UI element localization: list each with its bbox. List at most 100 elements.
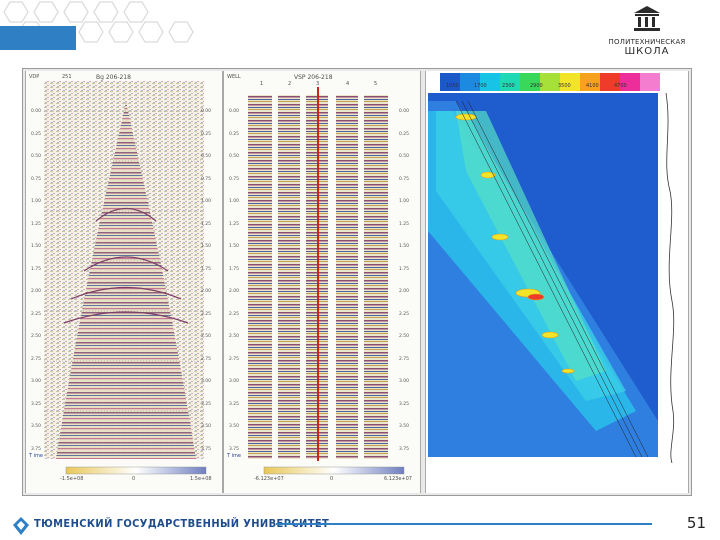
scale-value-1: 1050 bbox=[446, 83, 459, 89]
left-depth-tick: 2.50 bbox=[201, 334, 212, 339]
left-depth-tick: 1.50 bbox=[201, 244, 212, 249]
middle-depth-tick: 2.25 bbox=[229, 311, 240, 317]
scale-value-3: 2300 bbox=[502, 83, 515, 89]
left-label-top-val: 251 bbox=[62, 74, 72, 80]
middle-depth-tick: 2.00 bbox=[229, 289, 240, 294]
header-hex-pattern bbox=[3, 1, 194, 43]
middle-depth-tick: 0.25 bbox=[229, 131, 240, 137]
left-depth-tick: 3.75 bbox=[201, 446, 212, 452]
trace-number-2: 2 bbox=[288, 81, 292, 87]
middle-depth-tick: 3.00 bbox=[399, 379, 410, 384]
middle-depth-tick: 3.50 bbox=[399, 424, 410, 429]
left-depth-tick: 1.00 bbox=[201, 199, 212, 204]
left-time-label: T ime bbox=[29, 453, 43, 459]
scale-value-6: 4100 bbox=[586, 83, 599, 89]
middle-depth-tick: 1.75 bbox=[399, 266, 410, 272]
middle-depth-tick: 3.75 bbox=[229, 446, 240, 452]
middle-scale-min: -6.123e+07 bbox=[254, 476, 284, 482]
trace-number-3: 3 bbox=[316, 81, 320, 87]
left-label-top: VDP bbox=[29, 74, 40, 80]
middle-depth-tick: 3.25 bbox=[399, 401, 410, 407]
middle-seismic-panel: WELL VSP 206-218 1 2 3 4 5 bbox=[223, 71, 421, 493]
middle-depth-tick: 3.25 bbox=[229, 401, 240, 407]
university-name: ТЮМЕНСКИЙ ГОСУДАРСТВЕННЫЙ УНИВЕРСИТЕТ bbox=[34, 517, 330, 530]
left-depth-tick: 0.25 bbox=[31, 131, 42, 137]
left-depth-tick: 1.75 bbox=[201, 266, 212, 272]
left-panel-title: Bg 206-218 bbox=[96, 74, 131, 81]
middle-depth-tick: 3.00 bbox=[229, 379, 240, 384]
left-depth-tick: 0.75 bbox=[31, 176, 42, 182]
middle-panel-title: VSP 206-218 bbox=[294, 74, 333, 81]
velocity-map bbox=[428, 73, 675, 464]
left-depth-tick: 0.50 bbox=[31, 154, 42, 159]
university-logo-icon bbox=[13, 517, 29, 535]
left-depth-tick: 2.75 bbox=[201, 356, 212, 362]
left-depth-tick: 2.25 bbox=[201, 311, 212, 317]
left-depth-tick: 2.00 bbox=[201, 289, 212, 294]
left-depth-tick: 2.50 bbox=[31, 334, 42, 339]
right-velocity-panel: 1050 1700 2300 2900 3500 4100 4700 bbox=[425, 71, 689, 493]
school-line1: ПОЛИТЕХНИЧЕСКАЯ bbox=[608, 38, 686, 46]
middle-time-label: T ime bbox=[227, 453, 241, 459]
middle-depth-tick: 2.75 bbox=[399, 356, 410, 362]
middle-depth-tick: 1.00 bbox=[399, 199, 410, 204]
building-icon bbox=[634, 6, 660, 31]
middle-depth-tick: 0.25 bbox=[399, 131, 410, 137]
left-depth-tick: 1.50 bbox=[31, 244, 42, 249]
scale-value-7: 4700 bbox=[614, 83, 627, 89]
left-scale-max: 1.5e+08 bbox=[190, 476, 212, 482]
left-depth-tick: 3.25 bbox=[201, 401, 212, 407]
middle-depth-tick: 1.25 bbox=[399, 221, 410, 227]
left-depth-tick: 3.75 bbox=[31, 446, 42, 452]
left-seismic-display bbox=[44, 81, 207, 475]
left-depth-tick: 0.75 bbox=[201, 176, 212, 182]
middle-depth-tick: 0.00 bbox=[229, 109, 240, 114]
left-scale-min: -1.5e+08 bbox=[60, 476, 84, 482]
middle-depth-tick: 0.75 bbox=[229, 176, 240, 182]
scale-value-2: 1700 bbox=[474, 83, 487, 89]
middle-depth-tick: 1.00 bbox=[229, 199, 240, 204]
school-line2: ШКОЛА bbox=[624, 46, 670, 57]
middle-depth-tick: 3.75 bbox=[399, 446, 410, 452]
left-depth-tick: 1.00 bbox=[31, 199, 42, 204]
left-scale-mid: 0 bbox=[132, 476, 136, 482]
middle-depth-tick: 2.50 bbox=[399, 334, 410, 339]
left-depth-tick: 3.00 bbox=[31, 379, 42, 384]
middle-depth-tick: 2.75 bbox=[229, 356, 240, 362]
middle-depth-tick: 2.25 bbox=[399, 311, 410, 317]
left-depth-tick: 0.50 bbox=[201, 154, 212, 159]
scale-value-4: 2900 bbox=[530, 83, 543, 89]
middle-depth-tick: 2.00 bbox=[399, 289, 410, 294]
left-depth-tick: 3.00 bbox=[201, 379, 212, 384]
middle-depth-tick: 3.50 bbox=[229, 424, 240, 429]
seismic-figure: VDP 251 Bg 206-218 bbox=[22, 68, 692, 496]
left-depth-tick: 1.25 bbox=[201, 221, 212, 227]
left-seismic-panel: VDP 251 Bg 206-218 bbox=[25, 71, 223, 493]
left-depth-tick: 1.25 bbox=[31, 221, 42, 227]
left-depth-tick: 3.50 bbox=[31, 424, 42, 429]
middle-seismic-display bbox=[248, 87, 405, 475]
middle-depth-tick: 0.50 bbox=[229, 154, 240, 159]
left-depth-tick: 2.75 bbox=[31, 356, 42, 362]
header-accent-bar bbox=[0, 26, 76, 50]
left-depth-tick: 0.00 bbox=[31, 109, 42, 114]
trace-number-5: 5 bbox=[374, 81, 378, 87]
middle-scale-max: 6.123e+07 bbox=[384, 476, 412, 482]
left-depth-tick: 1.75 bbox=[31, 266, 42, 272]
page-number: 51 bbox=[686, 514, 706, 532]
left-depth-tick: 3.50 bbox=[201, 424, 212, 429]
trace-number-1: 1 bbox=[260, 81, 264, 87]
middle-depth-tick: 1.75 bbox=[229, 266, 240, 272]
middle-depth-tick: 0.50 bbox=[399, 154, 410, 159]
middle-depth-tick: 1.25 bbox=[229, 221, 240, 227]
footer-divider bbox=[276, 523, 652, 525]
trace-number-4: 4 bbox=[346, 81, 350, 87]
school-logo: ПОЛИТЕХНИЧЕСКАЯ ШКОЛА bbox=[592, 4, 702, 57]
middle-depth-tick: 2.50 bbox=[229, 334, 240, 339]
middle-depth-tick: 0.00 bbox=[399, 109, 410, 114]
left-depth-tick: 0.00 bbox=[201, 109, 212, 114]
middle-label-top: WELL bbox=[227, 74, 241, 80]
middle-depth-tick: 1.50 bbox=[229, 244, 240, 249]
middle-depth-tick: 1.50 bbox=[399, 244, 410, 249]
left-depth-tick: 0.25 bbox=[201, 131, 212, 137]
